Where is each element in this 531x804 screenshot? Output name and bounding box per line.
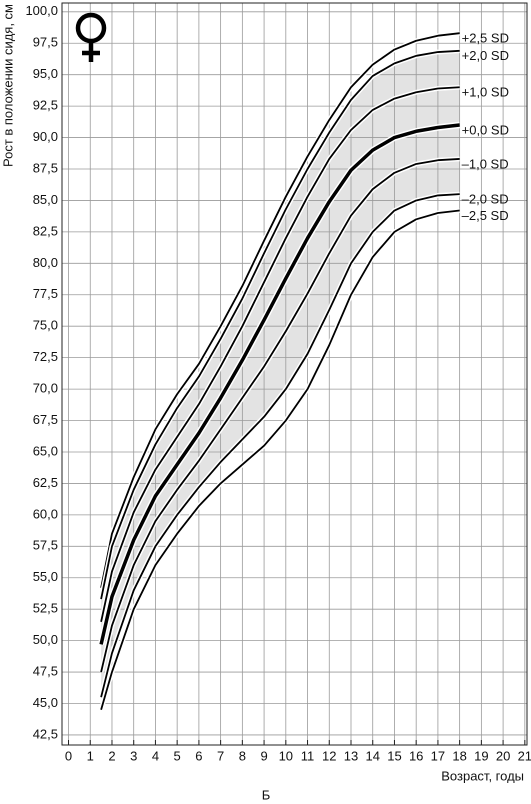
y-tick-label: 45,0: [33, 695, 58, 710]
y-axis-label: Рост в положении сидя, см: [0, 4, 15, 167]
female-symbol: [75, 12, 107, 62]
y-tick-label: 100,0: [25, 3, 58, 18]
y-tick-label: 90,0: [33, 129, 58, 144]
series-label: +2,0 SD: [462, 48, 509, 63]
sd-line: [100, 49, 460, 600]
y-tick-label: 92,5: [33, 98, 58, 113]
x-tick-label: 2: [108, 748, 115, 763]
y-tick-label: 60,0: [33, 506, 58, 521]
x-tick-label: 6: [195, 748, 202, 763]
y-tick-label: 57,5: [33, 538, 58, 553]
x-tick-label: 19: [474, 748, 488, 763]
x-tick-label: 11: [301, 748, 315, 763]
sd-line: [100, 158, 460, 673]
series-label: –2,0 SD: [462, 192, 509, 207]
x-tick-label: 9: [260, 748, 267, 763]
sd-line: [100, 209, 460, 711]
y-tick-label: 42,5: [33, 726, 58, 741]
x-tick-label: 18: [452, 748, 466, 763]
series-label: –1,0 SD: [462, 156, 509, 171]
x-tick-label: 15: [387, 748, 401, 763]
y-tick-label: 72,5: [33, 349, 58, 364]
y-tick-label: 80,0: [33, 255, 58, 270]
series-label: +0,0 SD: [462, 122, 509, 137]
y-tick-label: 70,0: [33, 381, 58, 396]
x-tick-label: 21: [518, 748, 531, 763]
x-tick-label: 8: [239, 748, 246, 763]
y-tick-label: 97,5: [33, 35, 58, 50]
y-tick-label: 67,5: [33, 412, 58, 427]
x-tick-label: 3: [130, 748, 137, 763]
x-tick-label: 17: [431, 748, 445, 763]
x-tick-label: 20: [496, 748, 510, 763]
y-tick-label: 52,5: [33, 601, 58, 616]
series-label: +1,0 SD: [462, 85, 509, 100]
y-tick-label: 82,5: [33, 223, 58, 238]
y-tick-label: 55,0: [33, 569, 58, 584]
y-tick-label: 85,0: [33, 192, 58, 207]
sd-line: [100, 86, 460, 622]
x-tick-label: 16: [409, 748, 423, 763]
sd-line: [100, 32, 460, 588]
x-tick-label: 10: [279, 748, 293, 763]
x-tick-label: 14: [365, 748, 379, 763]
y-tick-label: 95,0: [33, 66, 58, 81]
y-tick-label: 77,5: [33, 286, 58, 301]
y-tick-label: 62,5: [33, 475, 58, 490]
x-tick-label: 5: [174, 748, 181, 763]
plot-frame: [61, 2, 528, 746]
y-tick-label: 47,5: [33, 663, 58, 678]
x-tick-label: 12: [322, 748, 336, 763]
x-tick-label: 0: [65, 748, 72, 763]
sd-band: [101, 50, 460, 698]
series-label: +2,5 SD: [462, 31, 509, 46]
y-tick-label: 65,0: [33, 443, 58, 458]
y-tick-label: 75,0: [33, 318, 58, 333]
x-tick-label: 7: [217, 748, 224, 763]
x-tick-label: 1: [87, 748, 94, 763]
series-label: –2,5 SD: [462, 208, 509, 223]
x-tick-label: 4: [152, 748, 159, 763]
y-tick-label: 87,5: [33, 160, 58, 175]
x-tick-label: 13: [344, 748, 358, 763]
sd-line: [99, 123, 460, 645]
x-axis-label: Возраст, годы: [441, 768, 524, 783]
sd-line: [100, 193, 460, 698]
y-tick-label: 50,0: [33, 632, 58, 647]
caption: Б: [262, 787, 271, 802]
